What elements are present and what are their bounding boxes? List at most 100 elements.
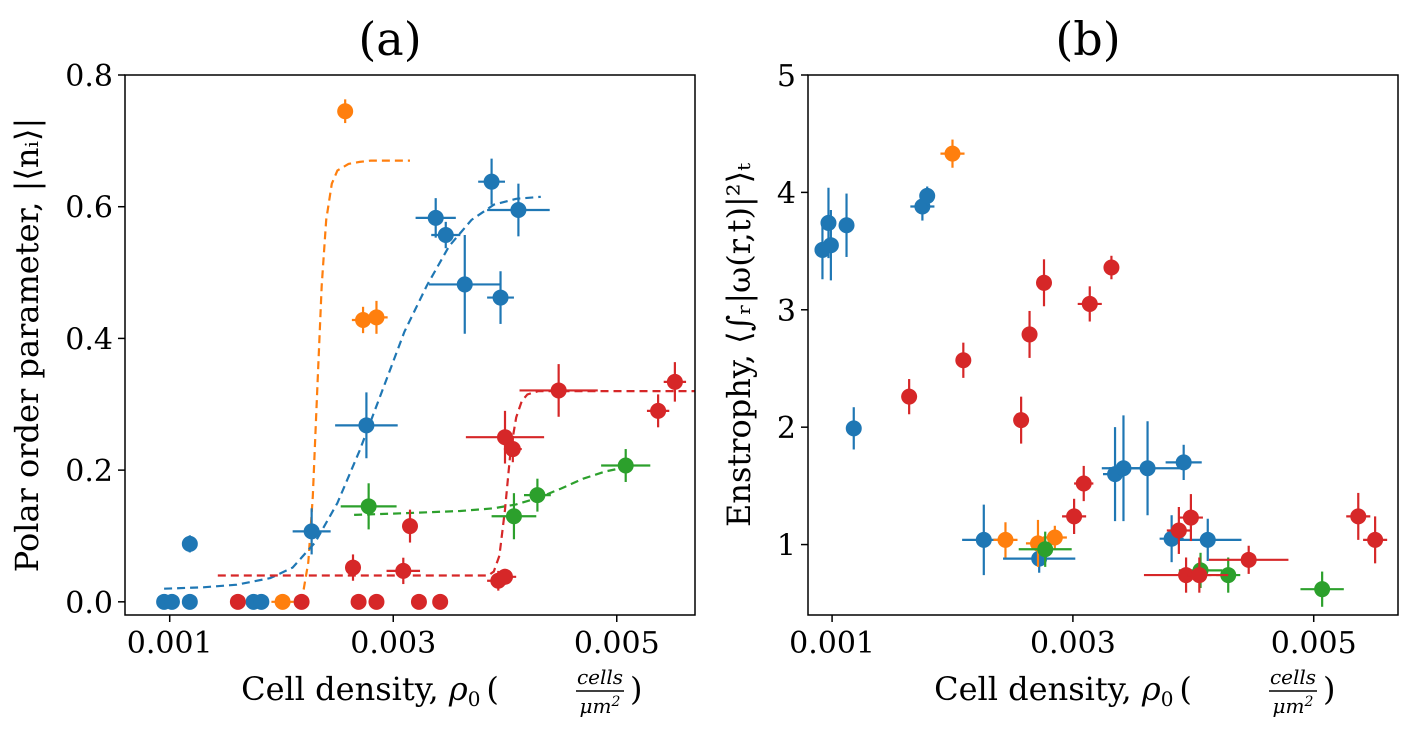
- point-red-5: [1066, 508, 1083, 525]
- point-red-1: [293, 593, 310, 610]
- point-blue-10: [456, 276, 473, 293]
- point-red-11: [497, 429, 513, 446]
- point-red-14: [1350, 508, 1367, 525]
- panel-b-x-axis-label: Cell density, ρ0( cells μm2): [934, 665, 1335, 718]
- y-tick-label: 0.6: [65, 191, 113, 226]
- point-green-2: [529, 487, 546, 504]
- point-green-0: [360, 498, 377, 515]
- point-orange-3: [368, 309, 385, 326]
- panel-b-title: (b): [1055, 12, 1120, 66]
- x-label-frac-den: μm2: [1273, 694, 1314, 718]
- x-label-frac-num: cells: [1270, 665, 1316, 689]
- point-green-0: [1037, 541, 1054, 558]
- x-label-close-paren: ): [1323, 670, 1335, 708]
- point-blue-6: [919, 187, 936, 204]
- point-red-11: [1182, 509, 1199, 526]
- point-red-8: [432, 593, 449, 610]
- point-red-12: [1191, 567, 1208, 584]
- point-blue-1: [163, 593, 180, 610]
- panel-b-plot-area: [814, 139, 1388, 607]
- y-tick-label: 4: [777, 176, 796, 211]
- point-blue-6: [303, 523, 320, 540]
- point-red-4: [368, 593, 385, 610]
- fit-line-1: [164, 195, 541, 590]
- point-red-5: [395, 562, 412, 579]
- point-red-0: [901, 388, 918, 405]
- x-label-frac-den: μm2: [580, 694, 621, 718]
- point-red-14: [650, 402, 667, 419]
- point-blue-2: [822, 237, 839, 254]
- point-orange-2: [355, 311, 372, 328]
- point-blue-7: [358, 417, 375, 434]
- point-blue-5: [253, 593, 270, 610]
- point-blue-12: [492, 289, 509, 306]
- point-orange-0: [944, 145, 961, 162]
- y-tick-label: 0.8: [65, 59, 113, 94]
- point-red-15: [1367, 531, 1384, 548]
- point-orange-1: [337, 103, 354, 120]
- point-red-2: [345, 559, 361, 576]
- point-blue-9: [437, 227, 454, 244]
- point-red-10: [1178, 567, 1195, 584]
- point-red-8: [1103, 259, 1120, 276]
- fit-line-0: [298, 159, 410, 603]
- x-label-close-paren: ): [630, 670, 642, 708]
- x-tick-label: 0.003: [350, 626, 436, 661]
- point-red-15: [666, 373, 683, 390]
- point-blue-11: [483, 173, 500, 190]
- point-orange-3: [1046, 529, 1063, 546]
- point-blue-13: [510, 202, 527, 218]
- panel-a: (a) 0.001 0.003 0.005 0.0 0.2 0.4 0.6 0.8 Cell de…: [8, 12, 696, 718]
- point-orange-1: [997, 531, 1014, 548]
- point-blue-2: [181, 593, 198, 610]
- y-tick-label: 0.4: [65, 322, 113, 357]
- point-red-13: [1240, 551, 1257, 568]
- y-tick-label: 0.0: [65, 586, 113, 621]
- point-red-6: [1075, 475, 1092, 492]
- x-tick-label: 0.005: [1271, 626, 1357, 661]
- point-green-1: [505, 508, 522, 525]
- x-label-text: Cell density, ρ0(: [934, 670, 1192, 711]
- x-tick-label: 0.001: [789, 626, 875, 661]
- y-tick-label: 3: [777, 294, 796, 329]
- panel-b-y-axis-label: Enstrophy, ⟨∫ᵣ|ω(r,t)|²⟩ₜ: [720, 163, 758, 527]
- point-blue-11: [1139, 460, 1156, 477]
- y-tick-label: 5: [777, 59, 796, 94]
- point-red-12: [504, 441, 521, 458]
- point-blue-13: [1175, 454, 1192, 471]
- fit-line-2: [354, 465, 629, 516]
- fit-line-3: [217, 390, 695, 577]
- point-red-0: [229, 593, 246, 610]
- point-red-2: [1013, 412, 1030, 429]
- x-tick-label: 0.003: [1030, 626, 1116, 661]
- x-label-text: Cell density, ρ0(: [241, 670, 499, 711]
- point-blue-14: [1199, 531, 1216, 548]
- point-blue-1: [820, 214, 837, 231]
- panel-a-plot-area: [156, 99, 695, 610]
- point-blue-8: [427, 209, 444, 226]
- panel-a-x-axis-label: Cell density, ρ0( cells μm2): [241, 665, 642, 718]
- point-red-4: [1036, 274, 1052, 291]
- point-red-10: [497, 568, 513, 585]
- point-red-1: [955, 352, 972, 369]
- point-red-9: [1170, 522, 1187, 539]
- panel-a-title: (a): [358, 12, 421, 66]
- panel-b: (b) 0.001 0.003 0.005 1 2 3 4 5 Cell density, ρ0(…: [720, 12, 1399, 718]
- point-orange-0: [274, 593, 291, 610]
- point-red-3: [350, 593, 367, 610]
- point-green-3: [617, 457, 634, 474]
- x-tick-label: 0.005: [574, 626, 660, 661]
- panel-b-frame: [807, 74, 1399, 616]
- point-green-3: [1314, 581, 1331, 598]
- point-blue-4: [845, 420, 862, 437]
- x-label-frac-num: cells: [577, 665, 623, 689]
- point-blue-3: [838, 217, 855, 234]
- point-blue-7: [975, 531, 992, 548]
- point-red-7: [410, 593, 427, 610]
- panel-a-y-axis-label: Polar order parameter, |⟨nᵢ⟩|: [8, 118, 46, 572]
- y-tick-label: 2: [777, 411, 796, 446]
- panel-a-frame: [124, 74, 696, 616]
- point-blue-3: [181, 535, 198, 552]
- point-red-3: [1021, 326, 1038, 343]
